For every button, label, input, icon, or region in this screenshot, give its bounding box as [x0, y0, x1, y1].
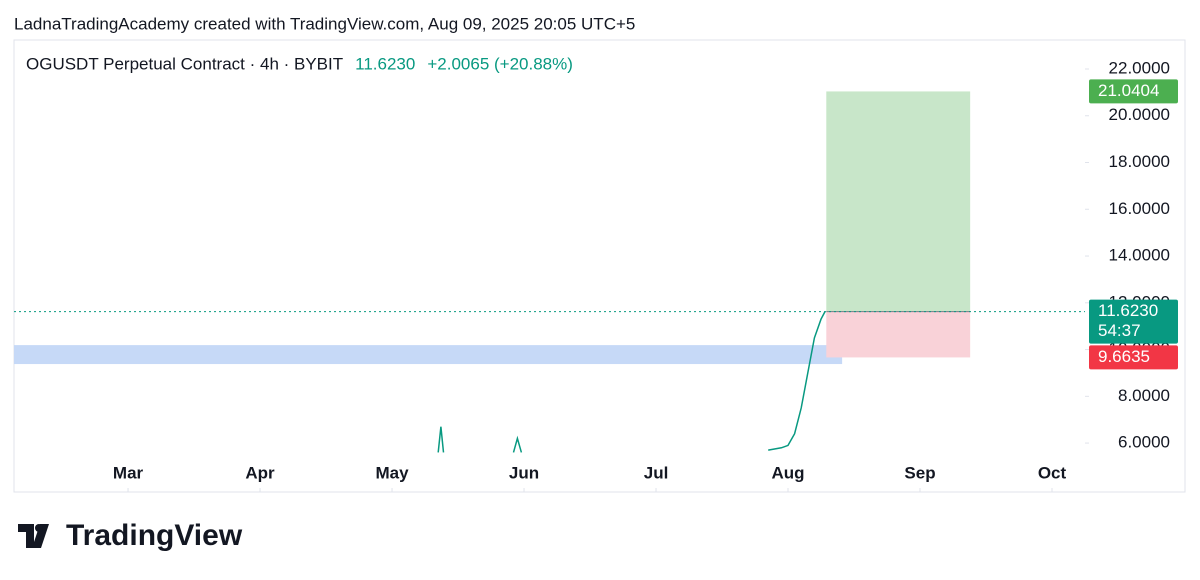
last-price-label-countdown: 54:37 — [1098, 321, 1141, 340]
x-tick-label: Mar — [113, 463, 144, 482]
y-tick-label: 14.0000 — [1109, 246, 1170, 265]
x-tick-label: Sep — [904, 463, 935, 482]
y-tick-label: 20.0000 — [1109, 105, 1170, 124]
x-tick-label: May — [375, 463, 409, 482]
y-tick-label: 6.0000 — [1118, 433, 1170, 452]
y-tick-label: 18.0000 — [1109, 152, 1170, 171]
x-tick-label: Oct — [1038, 463, 1067, 482]
y-tick-label: 8.0000 — [1118, 386, 1170, 405]
zone — [14, 345, 843, 365]
last-price: 11.6230 — [355, 54, 415, 73]
x-tick-label: Apr — [245, 463, 275, 482]
last-price-label: 11.6230 — [1098, 301, 1158, 320]
symbol: OGUSDT Perpetual Contract · 4h · BYBIT — [26, 54, 343, 73]
logo-mark — [18, 524, 49, 548]
y-tick-label: 22.0000 — [1109, 58, 1170, 77]
stop-label: 9.6635 — [1098, 347, 1150, 366]
logo-dot — [35, 524, 43, 532]
loss-box — [826, 311, 971, 358]
last-price-label-bg — [1089, 299, 1178, 344]
x-tick-label: Jun — [509, 463, 539, 482]
logo-text: TradingView — [66, 519, 243, 552]
profit-box — [826, 91, 971, 312]
change: +2.0065 (+20.88%) — [427, 54, 573, 73]
frame — [13, 39, 1186, 493]
header: LadnaTradingAcademy created with Trading… — [14, 14, 635, 33]
x-tick-label: Aug — [771, 463, 804, 482]
price-series — [437, 311, 826, 453]
logo: TradingView — [18, 519, 243, 552]
x-tick-label: Jul — [644, 463, 669, 482]
stop-label-bg — [1089, 345, 1178, 370]
target-label: 21.0404 — [1098, 81, 1159, 100]
y-tick-label: 16.0000 — [1109, 199, 1170, 218]
target-label-bg — [1089, 79, 1178, 104]
